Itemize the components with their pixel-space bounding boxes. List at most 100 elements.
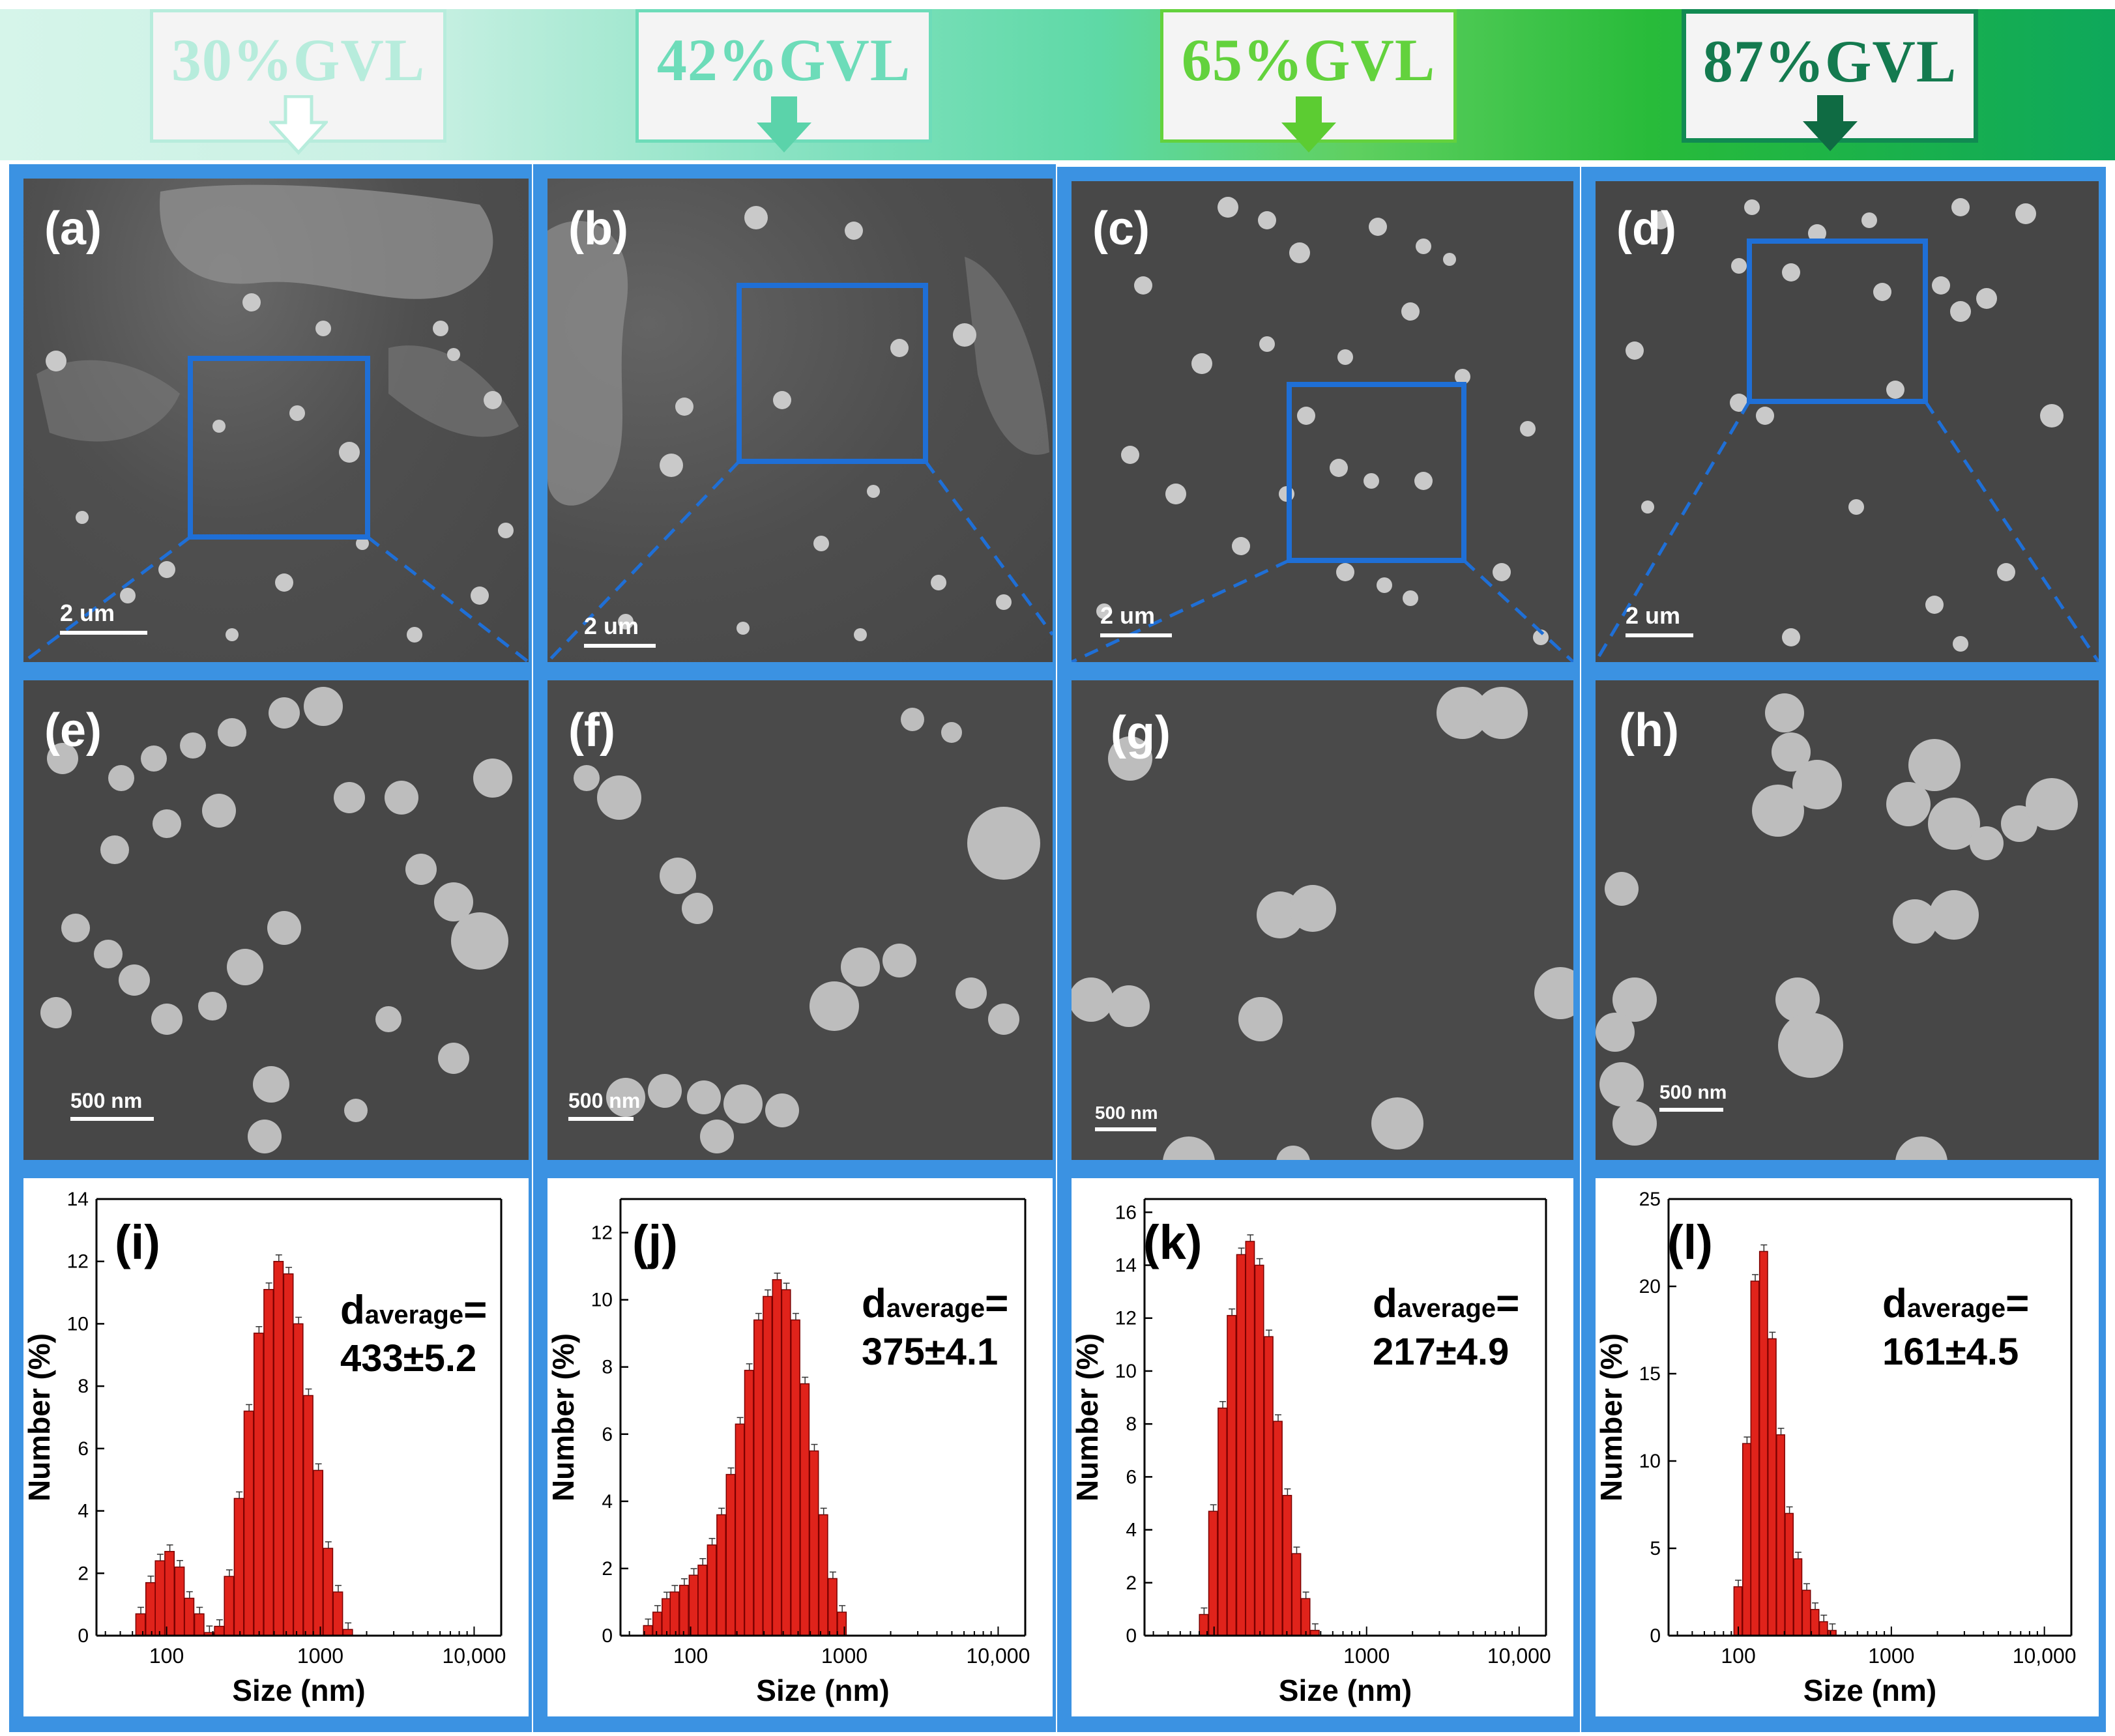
histogram-bar — [1818, 1621, 1828, 1636]
gvl-label: 65%GVL — [1181, 27, 1436, 93]
d-symbol: d — [1882, 1281, 1907, 1326]
y-tick-label: 10 — [1639, 1451, 1661, 1472]
d-subscript: average — [1397, 1294, 1496, 1323]
x-tick-label: 10,000 — [967, 1644, 1030, 1668]
d-symbol: d — [862, 1281, 886, 1326]
scale-bar-label: 2 um — [60, 600, 115, 626]
sem-image-f: (f) 500 nm — [547, 680, 1053, 1160]
down-arrow-icon — [1281, 96, 1336, 152]
y-tick-label: 16 — [1115, 1202, 1137, 1223]
x-axis-label: Size (nm) — [1279, 1673, 1412, 1707]
panel-label: (b) — [568, 203, 628, 255]
x-axis-label: Size (nm) — [756, 1673, 889, 1707]
histogram-bar — [1801, 1589, 1811, 1636]
panel-label: (f) — [568, 704, 615, 757]
histogram-bar — [1300, 1598, 1311, 1636]
scale-bar-line — [70, 1117, 154, 1121]
x-axis-label: Size (nm) — [232, 1673, 365, 1707]
x-tick-label: 1000 — [297, 1644, 343, 1668]
panel-label: (l) — [1667, 1215, 1713, 1269]
scale-bar: 2 um — [60, 596, 147, 635]
histogram-bar — [1264, 1336, 1274, 1636]
histogram-j: 0 2 4 6 8 10 12 100 1000 10,000 Size (nm) Number (%… — [547, 1178, 1053, 1716]
down-arrow-icon — [1802, 95, 1858, 151]
sem-particles — [1626, 198, 2064, 652]
scale-bar: 500 nm — [1659, 1078, 1727, 1112]
scale-bar: 500 nm — [1095, 1097, 1158, 1131]
histogram-bar — [1291, 1553, 1302, 1636]
panel-label: (a) — [44, 203, 102, 255]
d-subscript: average — [1906, 1294, 2006, 1323]
sem-image-d: (d) 2 um — [1596, 181, 2099, 662]
histogram-bar — [1282, 1495, 1292, 1636]
histogram-bar — [1776, 1434, 1785, 1636]
histogram-bar — [164, 1551, 175, 1636]
histogram-bar — [135, 1613, 146, 1636]
histogram-bar — [145, 1582, 156, 1636]
histogram-bar — [1273, 1421, 1283, 1636]
y-tick-label: 12 — [1115, 1308, 1137, 1329]
scale-bar-label: 2 um — [1626, 602, 1681, 629]
y-tick-label: 0 — [602, 1625, 613, 1647]
down-arrow-icon — [756, 96, 811, 152]
scale-bar-label: 2 um — [1100, 602, 1156, 629]
histogram-bar — [809, 1450, 819, 1636]
average-diameter: daverage= 217±4.9 — [1373, 1284, 1519, 1371]
x-tick-label: 100 — [149, 1644, 184, 1668]
histogram-bar — [1758, 1251, 1768, 1636]
x-tick-label: 10,000 — [443, 1644, 506, 1668]
histogram-bar — [323, 1548, 334, 1636]
y-tick-label: 14 — [1115, 1255, 1137, 1277]
histogram-bar — [224, 1576, 235, 1636]
zoom-inset-box — [23, 356, 529, 662]
panel-label: (e) — [44, 704, 102, 757]
histogram-bar — [1254, 1264, 1264, 1636]
gvl-box-30: 30%GVL — [150, 9, 446, 155]
x-tick-label: 100 — [673, 1644, 708, 1668]
sem-image-c: (c) 2 um — [1072, 181, 1573, 662]
y-tick-label: 6 — [602, 1424, 613, 1445]
x-tick-label: 1000 — [821, 1644, 868, 1668]
y-axis-label: Number (%) — [1596, 1333, 1628, 1501]
scale-bar-label: 2 um — [584, 613, 639, 639]
y-tick-label: 12 — [67, 1251, 89, 1273]
sem-particles — [574, 708, 1040, 1153]
y-tick-label: 20 — [1639, 1276, 1661, 1297]
d-symbol: d — [340, 1288, 365, 1333]
scale-bar: 2 um — [584, 609, 656, 648]
scale-bar-line — [1095, 1127, 1156, 1131]
average-diameter-value: 433±5.2 — [340, 1337, 477, 1380]
scale-bar-line — [60, 631, 147, 635]
d-subscript: average — [364, 1301, 464, 1329]
y-tick-label: 0 — [1650, 1625, 1661, 1647]
panel-label: (c) — [1092, 203, 1150, 255]
sem-particles — [547, 206, 1049, 641]
y-tick-label: 8 — [602, 1357, 613, 1378]
histogram-bar — [744, 1370, 754, 1636]
scale-bar-label: 500 nm — [70, 1089, 143, 1112]
zoom-inset-box — [1072, 382, 1573, 662]
gvl-label: 87%GVL — [1702, 28, 1957, 94]
panel-label: (j) — [632, 1215, 678, 1269]
d-symbol: d — [1373, 1281, 1397, 1326]
scale-bar-line — [1100, 633, 1172, 637]
sem-particles — [1596, 693, 2078, 1160]
d-suffix: = — [1496, 1281, 1520, 1326]
gvl-label: 30%GVL — [171, 27, 426, 93]
y-tick-label: 15 — [1639, 1363, 1661, 1385]
d-suffix: = — [985, 1281, 1009, 1326]
histogram-bar — [1785, 1512, 1794, 1636]
histogram-bar — [1208, 1511, 1218, 1636]
histogram-plot: 0 5 10 15 20 25 100 1000 10,000 Size (nm) Number (… — [1596, 1189, 2077, 1707]
histogram-bar — [293, 1323, 304, 1636]
sem-image-a: (a) 2 um — [23, 179, 529, 662]
scale-bar-label: 500 nm — [1095, 1103, 1158, 1123]
histogram-bar — [263, 1289, 274, 1636]
histogram-bar — [1750, 1280, 1760, 1636]
histogram-bar — [154, 1560, 166, 1636]
histogram-bar — [678, 1584, 689, 1636]
scale-bar: 500 nm — [70, 1084, 154, 1121]
y-tick-label: 8 — [1126, 1413, 1137, 1435]
scale-bar-line — [1659, 1108, 1723, 1112]
histogram-bar — [1810, 1609, 1820, 1636]
